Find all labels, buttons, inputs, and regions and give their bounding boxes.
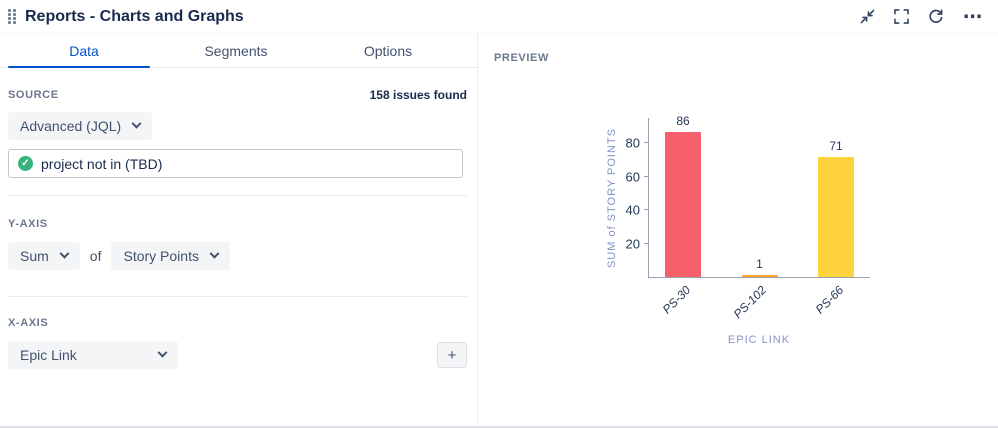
bar [818, 157, 854, 277]
issues-found-count: 158 issues found [369, 88, 467, 102]
y-tick-label: 40 [625, 202, 640, 218]
preview-panel: PREVIEW SUM of STORY POINTS 20 40 60 80 86 PS… [477, 34, 998, 426]
y-tick-label: 60 [625, 169, 640, 185]
gadget-content: Data Segments Options SOURCE 158 issues … [0, 34, 998, 426]
bar [741, 275, 778, 277]
y-axis-aggregation-dropdown[interactable]: Sum [8, 242, 80, 270]
source-section-label: SOURCE [8, 89, 59, 101]
bar-group: 86 PS-30 [659, 114, 701, 316]
tab-options[interactable]: Options [363, 42, 413, 59]
jql-value: project not in (TBD) [41, 155, 163, 172]
gadget-header: Reports - Charts and Graphs ⋯ [0, 0, 998, 34]
x-axis-field-dropdown[interactable]: Epic Link [8, 341, 178, 369]
preview-section-label: PREVIEW [494, 52, 549, 64]
page-title: Reports - Charts and Graphs [25, 7, 244, 25]
bar-value-label: 71 [829, 139, 843, 154]
tab-bar: Data Segments Options [0, 34, 477, 68]
bar-group: 71 PS-66 [812, 139, 854, 316]
bar-value-label: 86 [676, 114, 690, 129]
y-tick-mark [644, 175, 649, 177]
y-axis-section-label: Y-AXIS [8, 218, 48, 230]
add-x-axis-button[interactable]: + [437, 342, 467, 368]
config-panel: Data Segments Options SOURCE 158 issues … [0, 34, 477, 426]
y-tick-mark [644, 209, 649, 211]
bar-category-label: PS-102 [731, 283, 770, 322]
check-circle-icon: ✓ [18, 156, 33, 171]
more-icon[interactable]: ⋯ [963, 5, 982, 28]
chevron-down-icon [131, 118, 142, 129]
y-axis-connector-text: of [89, 248, 102, 264]
x-axis-field-value: Epic Link [20, 347, 77, 363]
chevron-down-icon [157, 347, 168, 358]
jql-input[interactable]: ✓ project not in (TBD) [8, 149, 463, 178]
y-tick-mark [644, 142, 649, 144]
bar-group: 1 PS-102 [731, 257, 778, 321]
refresh-icon[interactable] [926, 7, 946, 27]
drag-handle-icon[interactable] [8, 9, 16, 24]
chart-plot-area: 20 40 60 80 86 PS-30 1 PS-102 71 PS-66 [626, 114, 870, 321]
fullscreen-icon[interactable] [892, 7, 911, 26]
tab-data[interactable]: Data [8, 34, 160, 68]
chart-x-axis-title: EPIC LINK [727, 334, 791, 346]
bar [665, 132, 701, 277]
y-tick-mark [644, 242, 649, 244]
x-axis-section-label: X-AXIS [8, 317, 49, 329]
chevron-down-icon [59, 248, 70, 259]
chart-y-axis-title: SUM of STORY POINTS [606, 127, 618, 269]
bar-value-label: 1 [756, 257, 763, 271]
y-tick-label: 20 [625, 236, 640, 252]
source-type-value: Advanced (JQL) [20, 118, 122, 134]
exit-fullscreen-icon[interactable] [858, 7, 877, 26]
chevron-down-icon [209, 248, 220, 259]
bar-category-label: PS-30 [659, 283, 693, 317]
y-axis-aggregation-value: Sum [20, 248, 49, 264]
y-axis-field-value: Story Points [123, 248, 199, 264]
section-divider [8, 195, 467, 196]
y-tick-label: 80 [625, 135, 640, 151]
source-type-dropdown[interactable]: Advanced (JQL) [8, 112, 153, 140]
section-divider [8, 296, 467, 297]
bar-category-label: PS-66 [812, 283, 846, 317]
bar-chart: SUM of STORY POINTS 20 40 60 80 86 PS-30 1 PS-1… [606, 114, 870, 346]
tab-segments[interactable]: Segments [204, 42, 268, 59]
y-axis-field-dropdown[interactable]: Story Points [111, 242, 230, 270]
